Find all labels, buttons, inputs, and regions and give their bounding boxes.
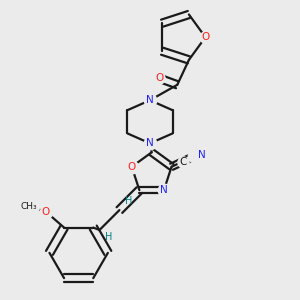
Text: O: O	[155, 73, 163, 83]
Text: O: O	[42, 207, 50, 217]
Text: N: N	[198, 150, 206, 160]
Text: N: N	[146, 95, 154, 105]
Text: N: N	[160, 185, 168, 195]
Text: H: H	[105, 232, 112, 242]
Text: H: H	[125, 196, 132, 206]
Text: N: N	[146, 138, 154, 148]
Text: CH₃: CH₃	[20, 202, 37, 211]
Text: O: O	[201, 32, 209, 42]
Text: C: C	[179, 157, 187, 166]
Text: O: O	[128, 162, 136, 172]
